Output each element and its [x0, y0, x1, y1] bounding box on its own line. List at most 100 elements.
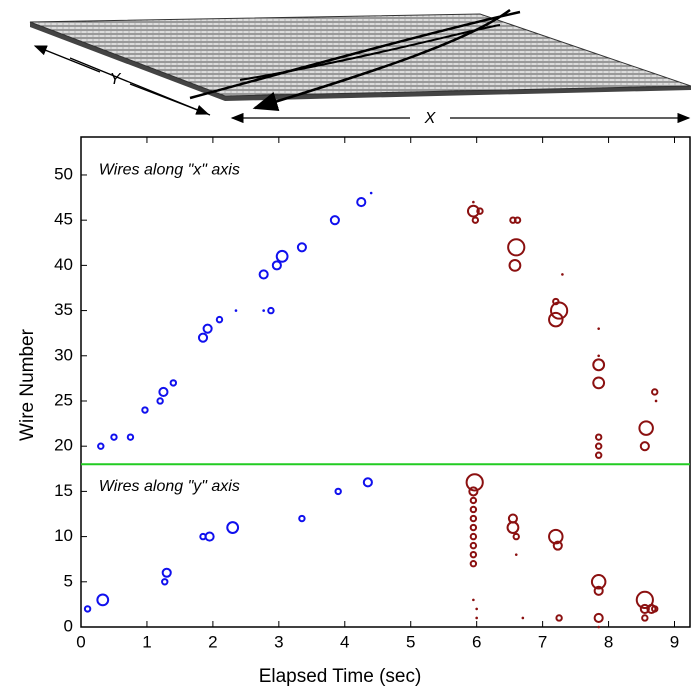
data-point	[271, 260, 282, 271]
data-point	[362, 477, 373, 488]
data-point	[651, 605, 659, 613]
data-point	[226, 521, 240, 534]
data-point	[639, 603, 650, 614]
y-tick-label: 10	[54, 526, 73, 545]
data-point	[262, 309, 265, 312]
data-point	[83, 605, 92, 613]
data-point	[561, 273, 564, 276]
data-point	[593, 585, 604, 596]
data-point	[215, 315, 224, 324]
data-point	[156, 397, 164, 405]
x-tick-label: 2	[208, 632, 217, 651]
data-point	[548, 528, 564, 545]
data-point	[296, 242, 307, 253]
data-point	[96, 593, 110, 607]
wire-diagram: Y X	[29, 8, 691, 127]
data-point	[469, 532, 478, 541]
data-point	[514, 553, 518, 556]
data-point	[651, 388, 659, 396]
data-point	[275, 249, 289, 263]
data-point	[469, 523, 478, 532]
annotation: Wires along "y" axis	[99, 478, 240, 495]
y-tick-label: 40	[54, 255, 73, 274]
data-point	[593, 612, 604, 624]
data-point	[639, 441, 650, 452]
y-tick-label: 25	[54, 390, 73, 409]
y-arrow-left	[33, 45, 101, 73]
data-point	[469, 496, 478, 505]
x-tick-label: 1	[142, 632, 151, 651]
data-point	[641, 614, 649, 622]
data-point	[369, 191, 373, 195]
data-point	[334, 487, 342, 496]
data-point	[555, 614, 563, 622]
data-point	[471, 216, 480, 224]
path-line	[239, 24, 501, 81]
data-point	[356, 197, 367, 208]
y-tick-label: 35	[54, 300, 73, 319]
y-tick-label: 20	[54, 436, 73, 455]
y-tick-label: 5	[64, 571, 73, 590]
data-point	[508, 258, 522, 272]
y-tick-label: 15	[54, 481, 73, 500]
data-point	[654, 399, 658, 403]
data-point	[158, 386, 169, 397]
data-point	[475, 607, 478, 611]
data-point	[521, 616, 525, 620]
x-tick-label: 7	[538, 632, 547, 651]
x-axis-label: Elapsed Time (sec)	[259, 666, 422, 687]
data-point	[597, 327, 600, 330]
data-point	[202, 323, 213, 334]
x-tick-label: 0	[76, 632, 85, 651]
data-point	[469, 541, 478, 550]
x-tick-label: 8	[604, 632, 613, 651]
data-point	[234, 309, 238, 312]
y-tick-label: 45	[54, 210, 73, 229]
data-point	[548, 311, 564, 328]
data-point	[597, 354, 600, 358]
data-point	[646, 603, 657, 614]
plot-frame	[80, 136, 691, 628]
data-point	[465, 473, 484, 492]
data-point	[592, 358, 606, 372]
annotation: Wires along "x" axis	[99, 162, 240, 179]
x-dimension-label: X	[424, 110, 437, 127]
data-point	[469, 514, 478, 523]
x-tick-label: 3	[274, 632, 283, 651]
data-point	[513, 216, 522, 224]
data-point	[476, 207, 484, 215]
wire-grid	[29, 13, 691, 97]
data-point	[469, 560, 478, 568]
y-dimension-label: Y	[110, 71, 122, 88]
data-point	[506, 521, 520, 534]
data-point	[141, 406, 149, 414]
data-point	[594, 433, 603, 441]
data-point	[638, 420, 654, 436]
data-point	[590, 574, 607, 590]
data-point	[161, 567, 172, 578]
data-point	[298, 514, 306, 523]
data-point	[472, 200, 475, 204]
data-point	[472, 598, 475, 602]
data-point	[469, 505, 478, 514]
data-point	[97, 442, 105, 450]
data-point	[512, 532, 520, 541]
data-point	[592, 376, 606, 390]
y-tick-label: 50	[54, 164, 73, 183]
data-point	[550, 301, 569, 320]
data-point	[475, 616, 478, 620]
data-point	[468, 486, 479, 497]
data-point	[594, 442, 603, 450]
data-point	[469, 550, 478, 559]
data-point	[329, 215, 340, 226]
y-tick-label: 0	[64, 616, 73, 635]
y-axis-label: Wire Number	[17, 328, 38, 441]
x-tick-label: 4	[340, 632, 349, 651]
data-point	[258, 269, 269, 280]
x-tick-label: 6	[472, 632, 481, 651]
data-point	[267, 306, 275, 315]
data-point	[204, 531, 215, 542]
data-point	[197, 332, 209, 343]
data-point	[126, 433, 135, 441]
